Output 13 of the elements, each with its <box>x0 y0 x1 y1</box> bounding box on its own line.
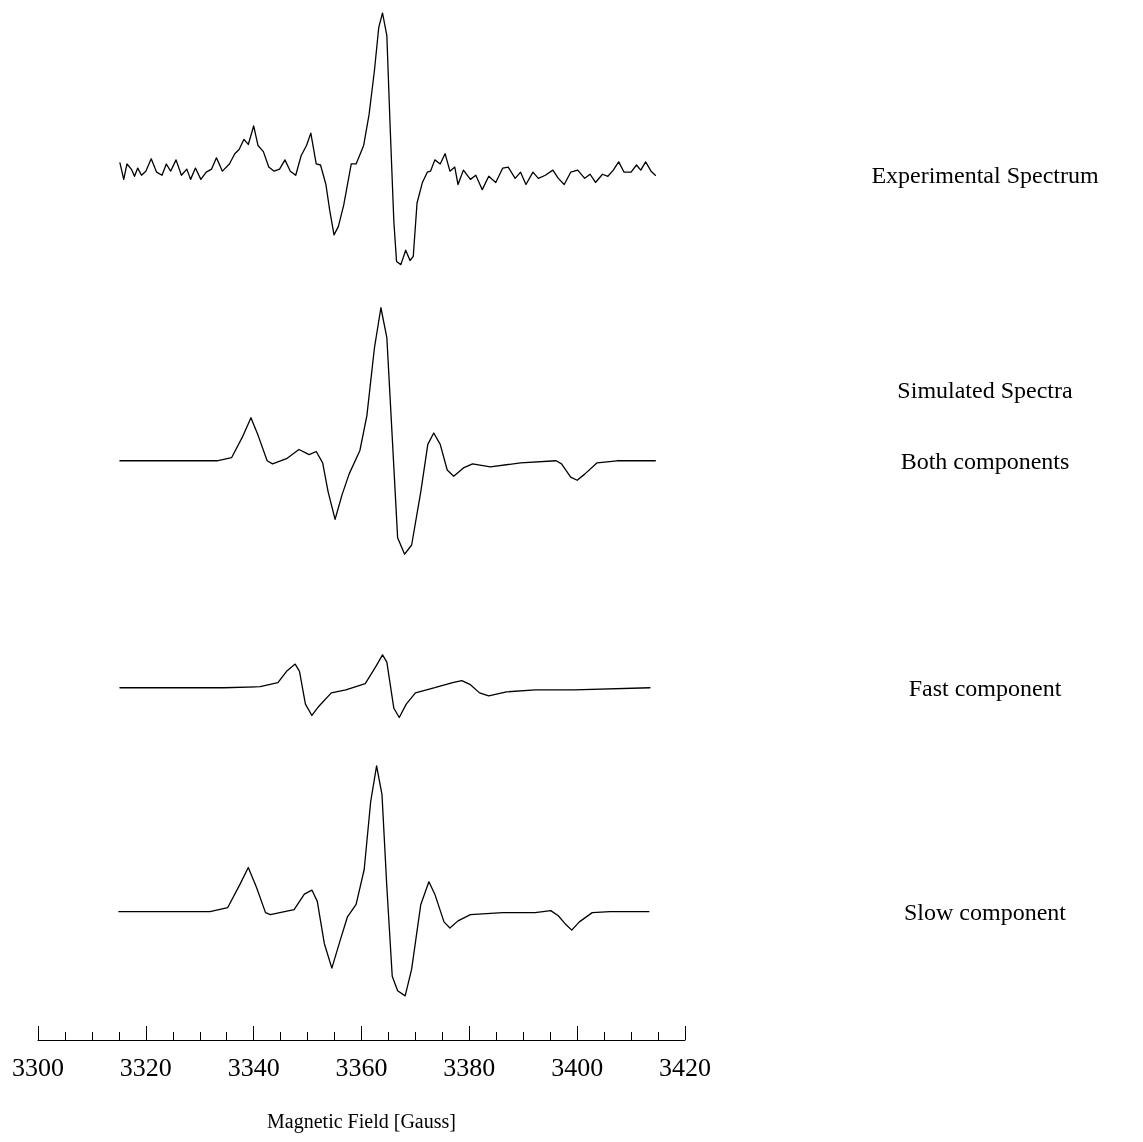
x-tick-label: 3340 <box>227 1052 280 1082</box>
x-axis-title: Magnetic Field [Gauss] <box>267 1110 456 1133</box>
x-tick-label: 3300 <box>12 1052 64 1082</box>
x-tick-label: 3380 <box>443 1052 496 1082</box>
text: Both components <box>900 447 1070 474</box>
text: Slow component <box>904 898 1067 925</box>
x-tick-label: 3400 <box>551 1052 604 1082</box>
text: Simulated Spectra <box>897 377 1073 403</box>
x-tick-label: 3320 <box>119 1052 172 1082</box>
text: Fast component <box>908 674 1062 701</box>
x-tick-label: 3420 <box>659 1052 711 1082</box>
x-tick-label: 3360 <box>335 1052 388 1082</box>
text: Experimental Spectrum <box>871 162 1099 189</box>
